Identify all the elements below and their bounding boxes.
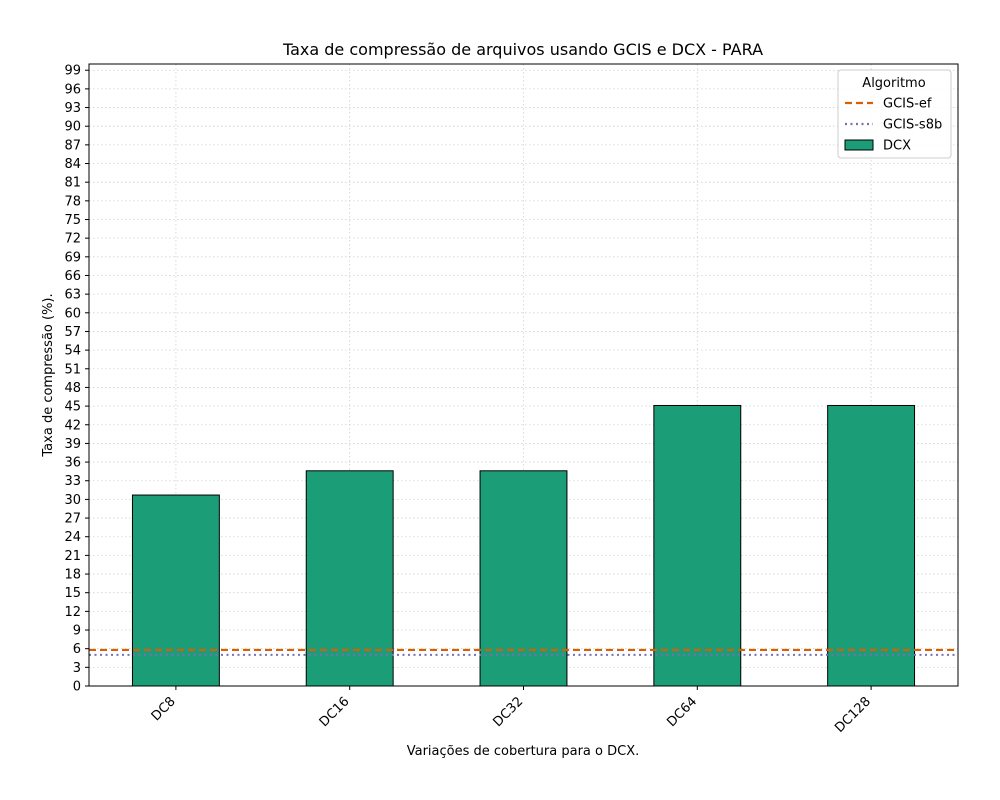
y-tick-label: 12 — [64, 605, 81, 620]
y-tick-label: 0 — [73, 680, 81, 695]
y-tick-label: 57 — [64, 325, 81, 340]
reference-lines — [89, 648, 958, 656]
y-tick-label: 69 — [64, 250, 81, 265]
y-tick-label: 36 — [64, 456, 81, 471]
y-tick-label: 99 — [64, 64, 81, 79]
bars — [131, 404, 916, 687]
legend-title: Algoritmo — [862, 76, 925, 91]
bar-dc64 — [653, 404, 742, 687]
y-tick-label: 90 — [64, 120, 81, 135]
y-tick-label: 27 — [64, 512, 81, 527]
y-tick-label: 75 — [64, 213, 81, 228]
y-tick-label: 87 — [64, 138, 81, 153]
x-tick-label: DC16 — [317, 694, 353, 730]
legend-label-gcis-ef: GCIS-ef — [883, 97, 932, 112]
y-tick-label: 84 — [64, 157, 81, 172]
y-tick-label: 72 — [64, 232, 81, 247]
y-tick-label: 66 — [64, 269, 81, 284]
y-axis: 0369121518212427303336394245485154576063… — [64, 64, 89, 695]
y-tick-label: 42 — [64, 418, 81, 433]
legend-box — [837, 69, 952, 159]
y-axis-label: Taxa de compressão (%). — [41, 293, 56, 457]
y-tick-label: 6 — [73, 642, 81, 657]
y-tick-label: 15 — [64, 586, 81, 601]
grid — [89, 64, 958, 687]
x-tick-label: DC32 — [491, 694, 527, 730]
y-tick-label: 96 — [64, 82, 81, 97]
y-tick-label: 45 — [64, 400, 81, 415]
y-tick-label: 78 — [64, 194, 81, 209]
x-tick-label: DC128 — [832, 694, 874, 736]
y-tick-label: 60 — [64, 306, 81, 321]
bar-dc16 — [305, 470, 394, 687]
x-axis-label: Variações de cobertura para o DCX. — [407, 744, 640, 759]
y-tick-label: 30 — [64, 493, 81, 508]
bar-dc128 — [827, 404, 916, 687]
x-tick-label: DC8 — [149, 694, 179, 724]
legend-swatch-dcx — [844, 139, 874, 151]
y-tick-label: 18 — [64, 568, 81, 583]
x-tick-label: DC64 — [664, 694, 700, 730]
bar-dc32 — [479, 470, 568, 687]
y-tick-label: 54 — [64, 344, 81, 359]
y-tick-label: 48 — [64, 381, 81, 396]
y-tick-label: 9 — [73, 624, 81, 639]
bar-dc8 — [131, 494, 220, 687]
y-tick-label: 21 — [64, 549, 81, 564]
y-tick-label: 81 — [64, 176, 81, 191]
chart-title: Taxa de compressão de arquivos usando GC… — [282, 40, 763, 59]
y-tick-label: 39 — [64, 437, 81, 452]
y-tick-label: 93 — [64, 101, 81, 116]
y-tick-label: 63 — [64, 288, 81, 303]
y-tick-label: 3 — [73, 661, 81, 676]
x-axis: DC8 DC16 DC32 DC64 DC128 — [149, 686, 874, 736]
legend-label-gcis-s8b: GCIS-s8b — [883, 118, 942, 133]
y-tick-label: 24 — [64, 530, 81, 545]
y-tick-label: 33 — [64, 474, 81, 489]
legend-label-dcx: DCX — [883, 139, 911, 154]
y-tick-label: 51 — [64, 362, 81, 377]
legend: Algoritmo GCIS-ef GCIS-s8b DCX — [837, 69, 952, 159]
